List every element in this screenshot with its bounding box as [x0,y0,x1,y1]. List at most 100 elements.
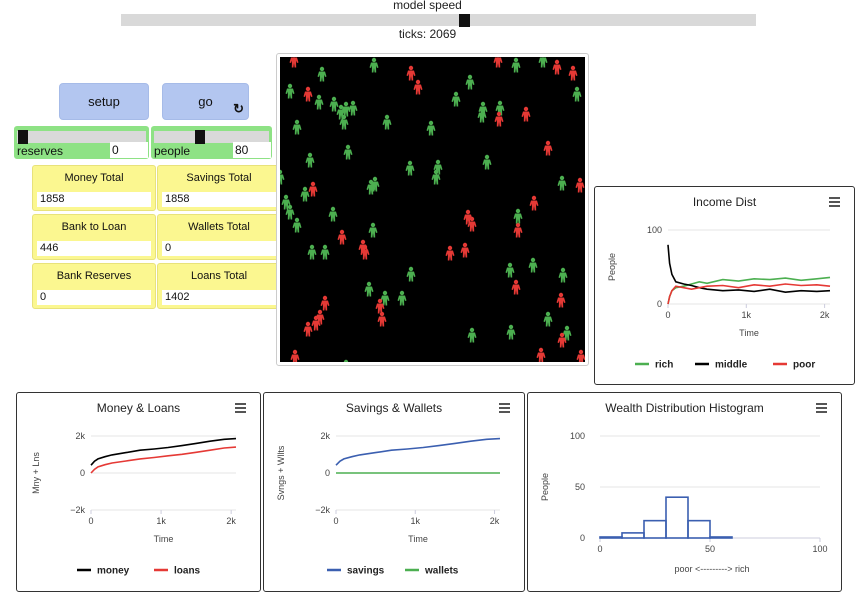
person-red [557,332,567,348]
reserves-slider-thumb[interactable] [18,130,28,144]
monitor-value: 0 [37,290,151,305]
person-head [558,292,564,298]
monitor-label: Loans Total [190,270,248,282]
y-tick-label: −2k [315,505,330,515]
menu-icon[interactable] [816,403,827,415]
person-green [370,176,380,192]
monitor-loans-total: Loans Total 1402 [157,263,281,309]
person-red [320,295,330,311]
people-slider[interactable]: people 80 [151,126,272,159]
person-red [358,239,368,255]
reload-icon: ↻ [233,101,244,116]
person-red [568,65,578,81]
y-tick-label: 0 [580,533,585,543]
person-head [294,217,300,223]
setup-button-label: setup [88,94,120,109]
person-green [433,159,443,175]
person-head [428,120,434,126]
people-slider-track[interactable] [154,131,269,143]
plot-savings-wallets: Savings & Wallets 2k 0 −2k 0 1k 2k Time Svngs +… [263,392,525,592]
person-head [545,140,551,146]
world-canvas[interactable] [280,57,585,362]
person-green [320,244,330,260]
go-button[interactable]: go ↻ [162,83,249,120]
reserves-slider-track[interactable] [17,131,146,143]
person-head [469,216,475,222]
person-body [289,57,299,68]
person-head [479,107,485,113]
person-head [399,290,405,296]
person-body [463,214,473,225]
person-head [577,177,583,183]
person-body [568,70,578,81]
person-body [511,284,521,295]
series-line-middle [667,244,831,294]
y-axis-label: People [540,473,550,501]
go-button-label: go [198,94,213,109]
person-body [557,180,567,191]
monitor-label: Bank to Loan [61,221,127,233]
plot-money-loans: Money & Loans 2k 0 −2k 0 1k 2k Time Mny + Lns mo… [16,392,261,592]
reserves-slider[interactable]: reserves 0 [14,126,149,159]
menu-icon[interactable] [499,403,510,415]
person-head [545,311,551,317]
person-head [319,66,325,72]
person-head [496,111,502,117]
person-red [377,311,387,327]
people-slider-thumb[interactable] [194,130,205,144]
menu-icon[interactable] [829,197,840,209]
person-body [343,149,353,160]
reserves-slider-value[interactable]: 0 [110,142,148,158]
legend-label-rich: rich [655,360,673,371]
y-axis-label: Svngs + Wllts [276,445,286,500]
monitor-value: 1858 [162,192,276,207]
person-red [494,111,504,127]
x-axis-label: Time [408,534,428,544]
person-body [465,79,475,90]
person-body [375,303,385,314]
model-speed-slider[interactable] [121,14,756,26]
plot-income-canvas: 100 00 1k 2k Time People rich middle poor [607,225,831,371]
monitor-value: 446 [37,241,151,256]
person-body [370,181,380,192]
person-body [292,222,302,233]
world-view[interactable] [276,53,589,366]
person-green [307,244,317,260]
person-green [292,217,302,233]
person-head [317,309,323,315]
menu-icon[interactable] [235,403,246,415]
person-red [290,349,300,362]
monitor-label: Bank Reserves [56,270,132,282]
person-body [308,186,318,197]
x-tick-label: 0 [665,310,670,320]
person-head [560,267,566,273]
person-head [343,101,349,107]
x-tick-label: 0 [333,516,338,526]
person-head [377,298,383,304]
person-red [543,140,553,156]
person-green [341,101,351,117]
people-slider-value[interactable]: 80 [233,142,271,158]
person-body [314,99,324,110]
person-green [405,160,415,176]
person-head [515,208,521,214]
y-tick-label: 2k [320,431,330,441]
setup-button[interactable]: setup [59,83,149,120]
person-head [305,86,311,92]
histogram-bar [599,536,623,539]
person-head [372,176,378,182]
person-body [575,182,585,193]
person-green [369,57,379,73]
y-axis-label: People [607,253,617,281]
model-speed-slider-thumb[interactable] [458,14,470,27]
person-red [445,245,455,261]
person-green [397,290,407,306]
person-body [521,111,531,122]
person-head [360,239,366,245]
person-head [570,65,576,71]
person-body [495,105,505,116]
person-body [413,84,423,95]
person-body [536,352,546,362]
person-head [287,204,293,210]
